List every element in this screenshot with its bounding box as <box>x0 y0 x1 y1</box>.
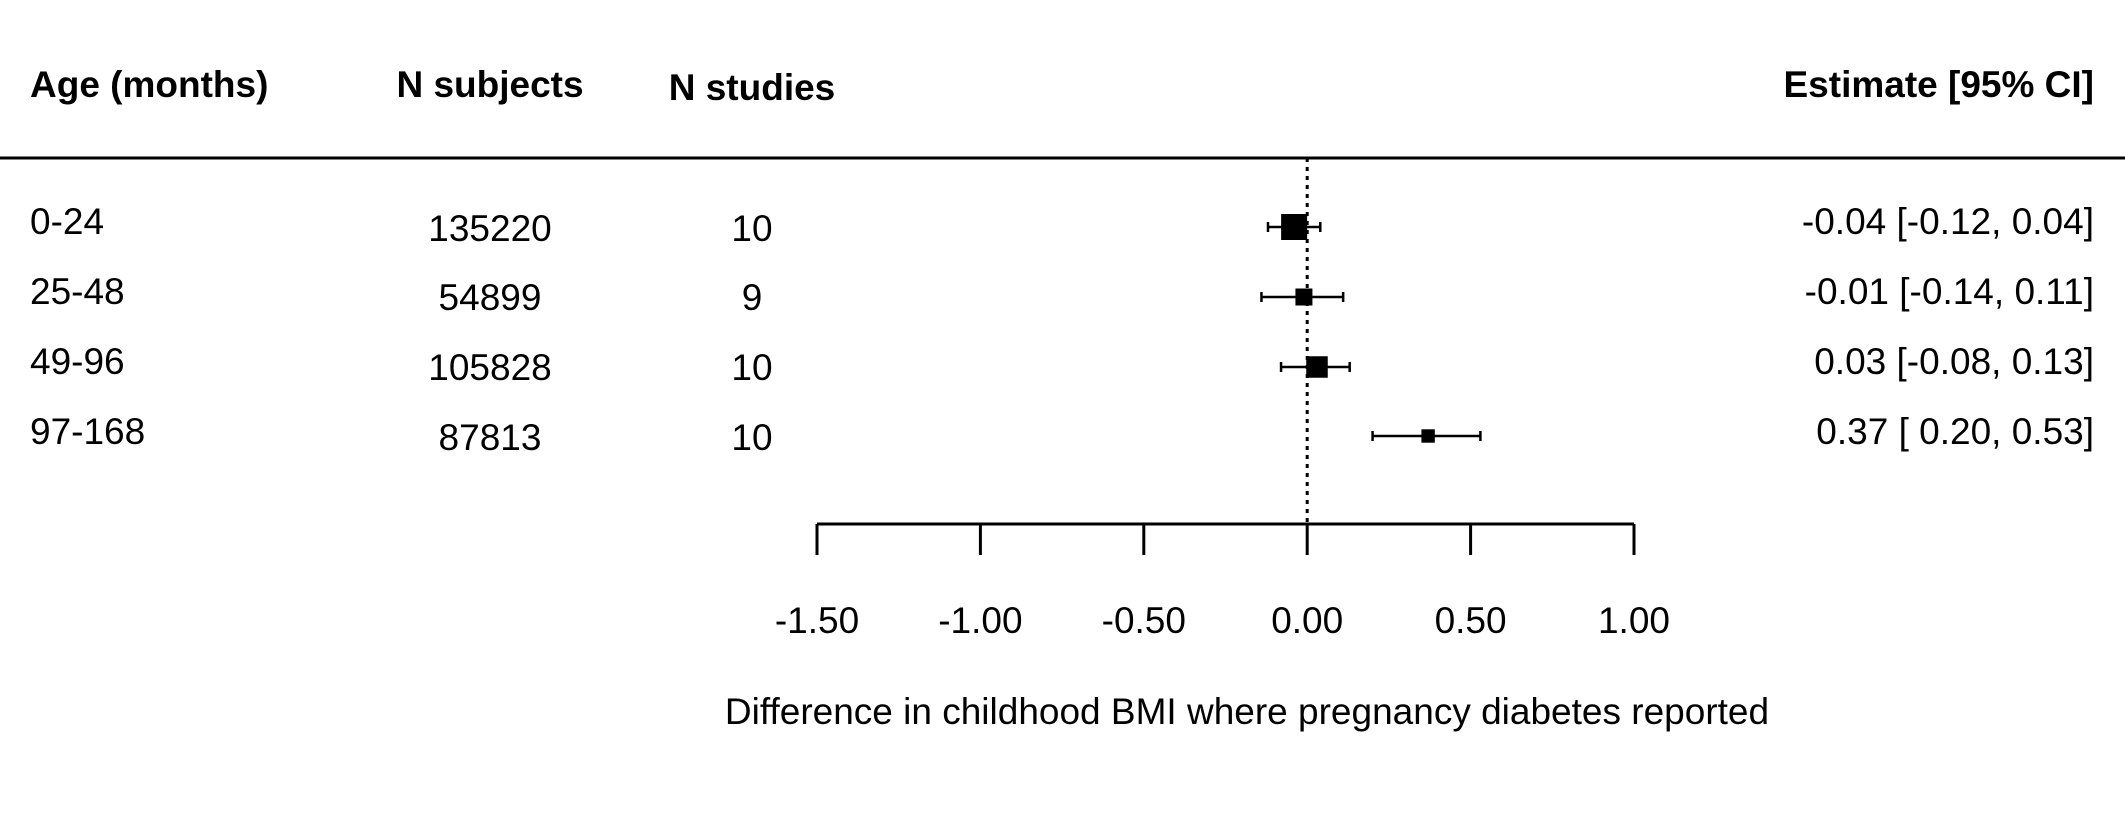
row-2-n-subjects: 105828 <box>428 347 551 388</box>
row-2-n-studies: 10 <box>731 347 772 388</box>
x-tick-label-5: 1.00 <box>1598 600 1670 641</box>
header-estimate: Estimate [95% CI] <box>1784 64 2095 105</box>
row-0-n-studies: 10 <box>731 208 772 249</box>
row-2-age: 49-96 <box>30 341 125 382</box>
row-0-estimate: -0.04 [-0.12, 0.04] <box>1802 201 2094 242</box>
estimate-square-row-3 <box>1421 429 1435 443</box>
row-1-n-studies: 9 <box>742 277 763 318</box>
x-tick-label-0: -1.50 <box>775 600 859 641</box>
header-n-studies: N studies <box>669 67 836 108</box>
estimate-square-row-2 <box>1306 356 1328 378</box>
plot-area: -1.50 -1.00 -0.50 0.00 0.50 1.00 <box>775 158 1670 641</box>
row-0-age: 0-24 <box>30 201 104 242</box>
row-0-n-subjects: 135220 <box>428 208 551 249</box>
x-tick-label-4: 0.50 <box>1435 600 1507 641</box>
x-tick-label-1: -1.00 <box>938 600 1022 641</box>
row-1-estimate: -0.01 [-0.14, 0.11] <box>1805 271 2094 312</box>
estimate-square-row-1 <box>1295 288 1313 306</box>
header-age: Age (months) <box>30 64 268 105</box>
row-2-estimate: 0.03 [-0.08, 0.13] <box>1814 341 2094 382</box>
estimate-square-row-0 <box>1281 214 1308 240</box>
header-n-subjects: N subjects <box>396 64 583 105</box>
row-1-age: 25-48 <box>30 271 125 312</box>
row-3-estimate: 0.37 [ 0.20, 0.53] <box>1816 411 2094 452</box>
row-3-n-studies: 10 <box>731 417 772 458</box>
row-1-n-subjects: 54899 <box>439 277 542 318</box>
x-tick-label-2: -0.50 <box>1102 600 1186 641</box>
x-tick-label-3: 0.00 <box>1271 600 1343 641</box>
row-3-age: 97-168 <box>30 411 145 452</box>
row-3-n-subjects: 87813 <box>439 417 542 458</box>
x-axis-label: Difference in childhood BMI where pregna… <box>725 691 1769 732</box>
